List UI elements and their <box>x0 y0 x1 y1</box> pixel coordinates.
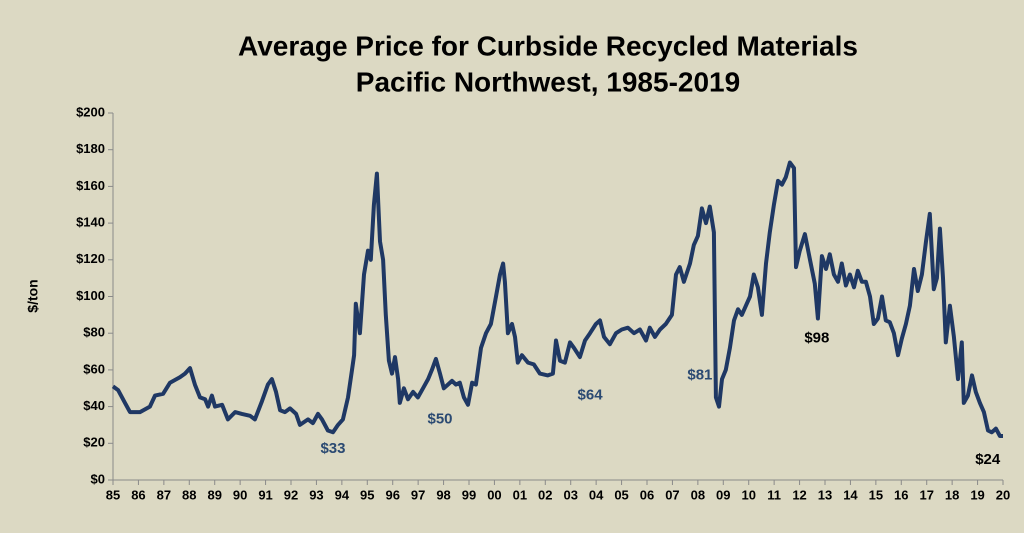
y-tick-label: $180 <box>76 141 105 156</box>
chart-subtitle: Pacific Northwest, 1985-2019 <box>356 66 740 97</box>
x-tick-label: 17 <box>919 487 933 502</box>
y-tick-label: $160 <box>76 178 105 193</box>
annotation: $64 <box>578 387 604 404</box>
x-tick-label: 03 <box>563 487 577 502</box>
x-tick-label: 09 <box>716 487 730 502</box>
x-tick-label: 94 <box>335 487 350 502</box>
y-tick-label: $0 <box>91 471 105 486</box>
x-tick-label: 95 <box>360 487 374 502</box>
x-tick-label: 08 <box>691 487 705 502</box>
y-axis-label: $/ton <box>25 279 41 312</box>
x-tick-label: 89 <box>207 487 221 502</box>
y-tick-label: $80 <box>83 325 105 340</box>
price-line <box>111 160 1003 438</box>
x-tick-label: 97 <box>411 487 425 502</box>
x-tick-label: 11 <box>767 487 781 502</box>
x-tick-label: 90 <box>233 487 247 502</box>
y-tick-label: $120 <box>76 251 105 266</box>
y-tick-label: $40 <box>83 398 105 413</box>
annotation: $33 <box>320 440 345 457</box>
x-tick-label: 91 <box>258 487 272 502</box>
x-tick-label: 85 <box>106 487 120 502</box>
x-tick-label: 06 <box>640 487 654 502</box>
x-tick-label: 00 <box>487 487 501 502</box>
annotation: $50 <box>427 410 452 427</box>
x-tick-label: 87 <box>157 487 171 502</box>
y-tick-label: $60 <box>83 361 105 376</box>
x-tick-label: 86 <box>131 487 145 502</box>
x-tick-label: 01 <box>513 487 527 502</box>
x-tick-label: 16 <box>894 487 908 502</box>
x-tick-label: 20 <box>996 487 1010 502</box>
chart-title: Average Price for Curbside Recycled Mate… <box>238 30 858 61</box>
y-tick-label: $200 <box>76 104 105 119</box>
annotation: $98 <box>804 330 829 347</box>
x-tick-label: 07 <box>665 487 679 502</box>
x-tick-label: 04 <box>589 487 604 502</box>
x-tick-label: 99 <box>462 487 476 502</box>
x-tick-label: 13 <box>818 487 832 502</box>
y-tick-label: $140 <box>76 215 105 230</box>
x-tick-label: 18 <box>945 487 959 502</box>
x-tick-label: 02 <box>538 487 552 502</box>
x-tick-label: 15 <box>869 487 883 502</box>
y-tick-label: $20 <box>83 435 105 450</box>
x-tick-label: 98 <box>436 487 450 502</box>
annotation: $81 <box>687 366 712 383</box>
x-tick-label: 19 <box>970 487 984 502</box>
x-tick-label: 92 <box>284 487 298 502</box>
x-tick-label: 93 <box>309 487 323 502</box>
y-tick-label: $100 <box>76 288 105 303</box>
x-tick-label: 12 <box>792 487 806 502</box>
x-tick-label: 96 <box>385 487 399 502</box>
x-tick-label: 05 <box>614 487 628 502</box>
x-tick-label: 14 <box>843 487 858 502</box>
x-tick-label: 10 <box>741 487 755 502</box>
x-tick-label: 88 <box>182 487 196 502</box>
annotation: $24 <box>975 451 1001 468</box>
